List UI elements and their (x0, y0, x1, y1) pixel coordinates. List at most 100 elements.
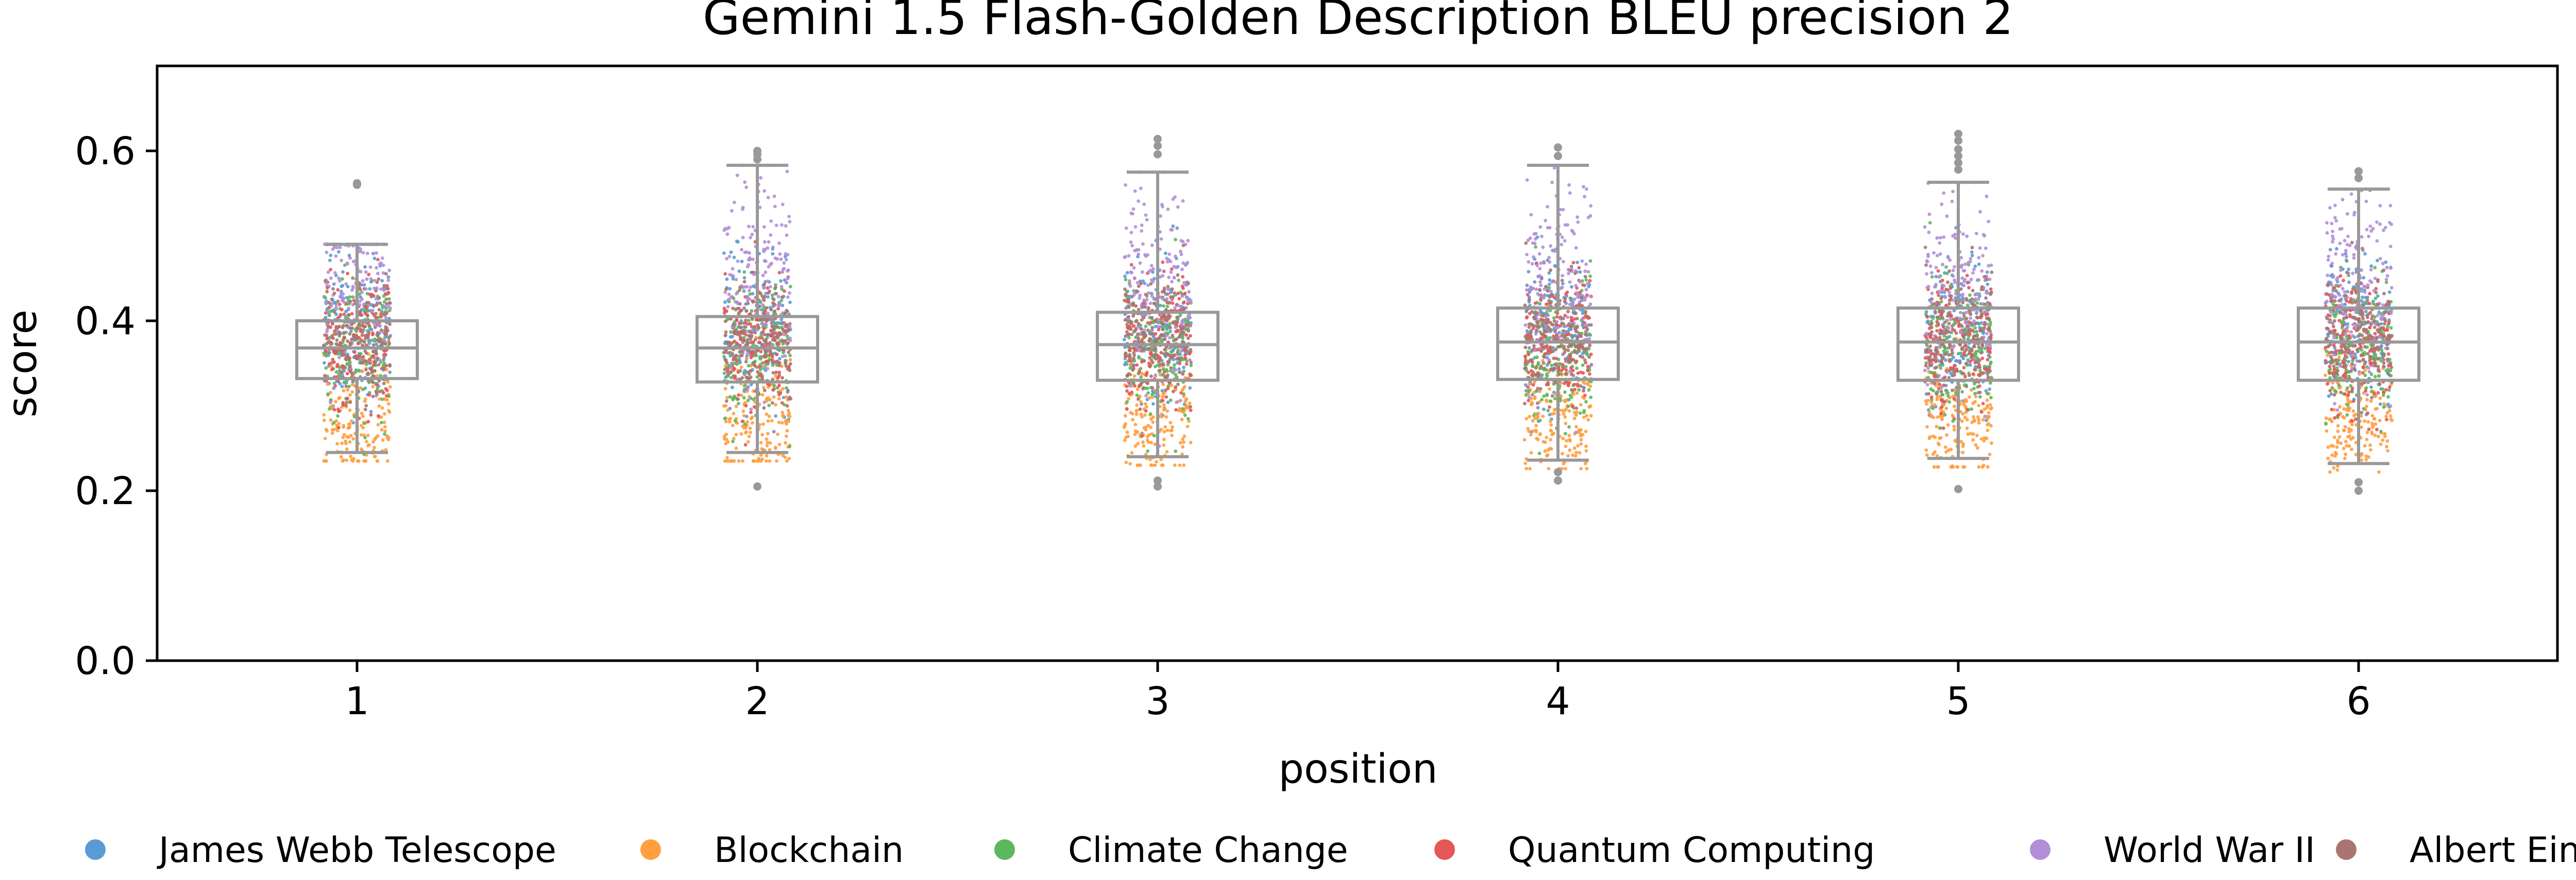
strip-point (1532, 344, 1536, 348)
strip-point (1964, 385, 1969, 388)
strip-point (736, 377, 740, 381)
strip-point (325, 429, 329, 433)
strip-point (1125, 300, 1129, 304)
strip-point (1142, 305, 1146, 309)
strip-point (1133, 384, 1137, 388)
strip-point (1161, 383, 1165, 386)
strip-point (1162, 406, 1166, 410)
strip-point (350, 458, 354, 462)
strip-point (1929, 301, 1934, 304)
strip-point (772, 384, 776, 388)
strip-point (364, 343, 368, 347)
strip-point (783, 289, 786, 293)
strip-point (1560, 279, 1564, 282)
strip-point (381, 263, 385, 267)
strip-point (1948, 318, 1953, 321)
strip-point (1541, 415, 1545, 418)
strip-point (379, 374, 382, 378)
strip-point (1938, 236, 1942, 239)
strip-point (1589, 352, 1593, 356)
strip-point (1127, 397, 1131, 401)
strip-point (1581, 371, 1585, 375)
strip-point (1563, 331, 1567, 335)
strip-point (1161, 260, 1165, 264)
strip-point (1177, 370, 1181, 374)
strip-point (1167, 325, 1172, 329)
strip-point (747, 349, 751, 353)
strip-point (1923, 356, 1927, 360)
strip-point (1142, 347, 1146, 351)
strip-point (1549, 244, 1553, 248)
strip-point (1944, 265, 1948, 269)
strip-point (1574, 359, 1579, 363)
strip-point (1571, 392, 1575, 396)
strip-point (1988, 387, 1992, 391)
strip-point (1545, 398, 1548, 402)
strip-point (1955, 465, 1959, 469)
strip-point (788, 291, 791, 295)
strip-point (745, 388, 750, 392)
strip-point (775, 352, 779, 356)
strip-point (1584, 288, 1588, 291)
strip-point (1141, 242, 1145, 246)
strip-point (784, 441, 788, 445)
strip-point (1126, 435, 1130, 438)
strip-point (1937, 275, 1941, 279)
strip-point (723, 387, 727, 391)
strip-point (1955, 369, 1959, 373)
strip-point (349, 434, 353, 438)
strip-point (1947, 353, 1951, 357)
strip-point (1988, 453, 1992, 456)
strip-point (1547, 271, 1551, 275)
strip-point (742, 371, 746, 375)
strip-point (1163, 348, 1166, 352)
strip-point (1930, 271, 1934, 275)
strip-point (1123, 318, 1127, 322)
strip-point (1180, 267, 1184, 271)
strip-point (1961, 451, 1965, 455)
strip-point (769, 233, 773, 237)
strip-point (1161, 363, 1165, 367)
strip-point (1567, 434, 1571, 438)
strip-point (1548, 420, 1552, 423)
strip-point (1982, 275, 1987, 279)
strip-point (1987, 326, 1991, 331)
strip-point (766, 432, 770, 436)
strip-point (742, 339, 746, 342)
strip-point (344, 403, 348, 407)
strip-point (729, 366, 733, 370)
strip-point (1943, 296, 1947, 299)
strip-point (1573, 388, 1577, 391)
strip-point (1125, 389, 1129, 393)
strip-point (786, 388, 790, 392)
strip-point (1934, 266, 1938, 269)
strip-point (758, 205, 762, 210)
strip-point (332, 291, 336, 295)
strip-point (1989, 424, 1993, 428)
strip-point (370, 369, 374, 373)
strip-point (381, 364, 385, 367)
strip-point (1561, 282, 1565, 286)
strip-point (1151, 402, 1155, 406)
strip-point (373, 337, 377, 341)
strip-point (1946, 423, 1950, 427)
strip-point (1176, 205, 1180, 209)
strip-point (1534, 366, 1538, 370)
strip-point (383, 429, 387, 433)
strip-point (1136, 442, 1140, 446)
strip-point (766, 441, 770, 444)
strip-point (772, 302, 776, 306)
strip-point (1982, 367, 1987, 371)
strip-point (1171, 389, 1175, 393)
strip-point (787, 350, 790, 354)
strip-point (1978, 210, 1982, 214)
strip-point (784, 257, 788, 262)
strip-point (1587, 388, 1591, 392)
strip-point (1156, 363, 1160, 367)
strip-point (1539, 298, 1543, 302)
strip-point (1533, 380, 1536, 384)
strip-point (333, 329, 336, 333)
strip-point (1939, 436, 1943, 440)
strip-point (723, 300, 727, 304)
strip-point (1959, 310, 1962, 315)
